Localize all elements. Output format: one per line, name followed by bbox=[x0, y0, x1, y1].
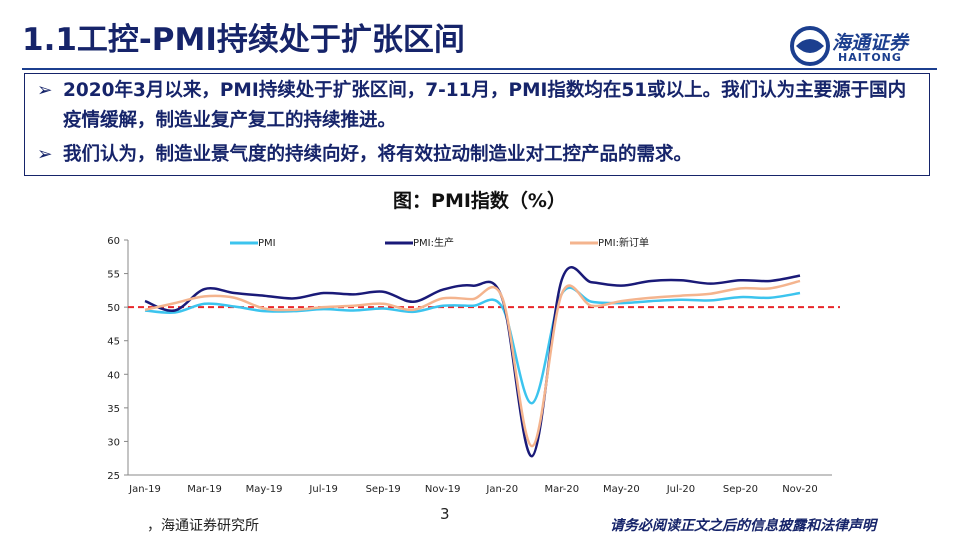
source: ，海通证券研究所 bbox=[147, 518, 259, 534]
y-tick-label: 40 bbox=[107, 370, 120, 381]
x-tick-label: Sep-20 bbox=[723, 484, 758, 495]
slide-title: 1.1工控-PMI持续处于扩张区间 bbox=[22, 22, 465, 58]
x-tick-label: Mar-19 bbox=[187, 484, 222, 495]
x-tick-label: Jul-20 bbox=[666, 484, 695, 495]
bullet-text: 我们认为，制造业景气度的持续向好，将有效拉动制造业对工控产品的需求。 bbox=[63, 144, 693, 165]
chart: 25 30 35 40 45 50 55 60 Jan-19 Mar-19 May-19 Jul-19… bbox=[107, 236, 840, 495]
bullet-marker: ➢ bbox=[37, 80, 53, 101]
x-tick-label: May-19 bbox=[246, 484, 283, 495]
bullet: ➢ 我们认为，制造业景气度的持续向好，将有效拉动制造业对工控产品的需求。 bbox=[37, 140, 907, 170]
page-number: 3 bbox=[440, 505, 450, 523]
bullet-text: 2020年3月以来，PMI持续处于扩张区间，7-11月，PMI指数均在51或以上… bbox=[63, 80, 907, 131]
series-line bbox=[144, 286, 801, 405]
bullet-marker: ➢ bbox=[37, 144, 53, 165]
x-tick-label: May-20 bbox=[603, 484, 640, 495]
logo-icon bbox=[790, 26, 830, 66]
x-tick-label: Nov-20 bbox=[782, 484, 818, 495]
y-tick-label: 30 bbox=[107, 437, 120, 448]
y-tick-label: 60 bbox=[107, 236, 120, 247]
x-tick-label: Nov-19 bbox=[425, 484, 461, 495]
y-tick-label: 50 bbox=[107, 303, 120, 314]
bullet-box: ➢ 2020年3月以来，PMI持续处于扩张区间，7-11月，PMI指数均在51或以… bbox=[24, 73, 930, 176]
series-line bbox=[144, 279, 801, 448]
y-tick-label: 25 bbox=[107, 471, 120, 482]
logo-text: HAITONG bbox=[838, 51, 902, 64]
x-tick-label: Jan-20 bbox=[485, 484, 518, 495]
x-tick-label: Sep-19 bbox=[366, 484, 401, 495]
legend-label: PMI:新订单 bbox=[598, 236, 649, 249]
header-rule bbox=[22, 68, 937, 70]
legend-label: PMI bbox=[258, 238, 276, 249]
y-tick-label: 45 bbox=[107, 337, 120, 348]
series-line bbox=[144, 265, 801, 458]
disclaimer: 请务必阅读正文之后的信息披露和法律声明 bbox=[610, 518, 876, 534]
bullet: ➢ 2020年3月以来，PMI持续处于扩张区间，7-11月，PMI指数均在51或以… bbox=[37, 76, 907, 136]
y-tick-label: 35 bbox=[107, 404, 120, 415]
logo-text: 海通证券 bbox=[832, 32, 909, 54]
chart-title: 图：PMI指数（%） bbox=[393, 190, 566, 212]
x-tick-label: Jan-19 bbox=[128, 484, 161, 495]
y-tick-label: 55 bbox=[107, 270, 120, 281]
legend-label: PMI:生产 bbox=[413, 236, 454, 249]
x-tick-label: Mar-20 bbox=[545, 484, 580, 495]
x-tick-label: Jul-19 bbox=[308, 484, 337, 495]
